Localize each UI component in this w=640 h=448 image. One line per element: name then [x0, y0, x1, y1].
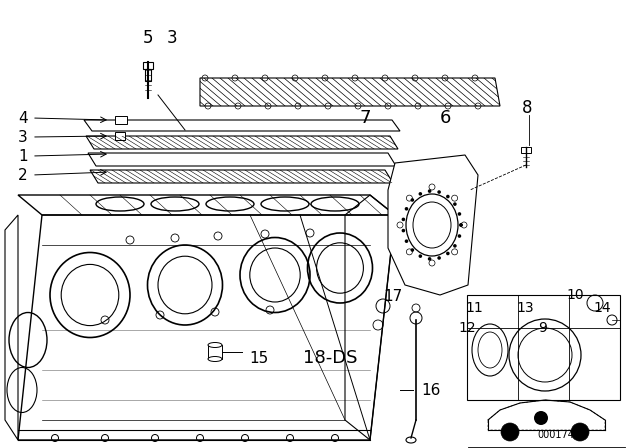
Circle shape: [460, 223, 463, 227]
Text: 17: 17: [383, 289, 403, 303]
Text: 10: 10: [566, 288, 584, 302]
Circle shape: [404, 207, 408, 211]
Bar: [208, 345, 222, 359]
Text: 7: 7: [359, 109, 371, 127]
Circle shape: [410, 198, 414, 202]
Circle shape: [401, 218, 405, 221]
Circle shape: [437, 256, 441, 260]
Circle shape: [534, 411, 548, 425]
Polygon shape: [388, 155, 478, 295]
Text: 12: 12: [458, 321, 476, 335]
Text: 1: 1: [18, 148, 28, 164]
Polygon shape: [200, 78, 500, 106]
Circle shape: [453, 202, 457, 206]
Circle shape: [458, 212, 461, 216]
Text: 4: 4: [18, 111, 28, 125]
Ellipse shape: [208, 357, 222, 362]
Text: 2: 2: [18, 168, 28, 182]
Bar: [521, 147, 531, 153]
Text: 5: 5: [143, 29, 153, 47]
Bar: [467, 295, 620, 400]
Circle shape: [437, 190, 441, 194]
Bar: [145, 69, 151, 81]
Circle shape: [453, 244, 457, 248]
Circle shape: [401, 229, 405, 233]
Text: 8: 8: [522, 99, 532, 117]
Text: 13: 13: [516, 301, 534, 315]
Circle shape: [419, 192, 422, 196]
Text: 3: 3: [18, 129, 28, 145]
Bar: [115, 132, 125, 140]
Bar: [143, 62, 153, 69]
Circle shape: [446, 252, 450, 255]
Circle shape: [428, 257, 431, 261]
Circle shape: [428, 190, 431, 193]
Circle shape: [571, 423, 589, 441]
Text: 18-DS: 18-DS: [303, 349, 357, 367]
Text: 16: 16: [421, 383, 440, 397]
Circle shape: [446, 195, 450, 198]
Text: 9: 9: [539, 321, 547, 335]
Text: 3: 3: [166, 29, 177, 47]
Text: 15: 15: [249, 350, 268, 366]
Circle shape: [410, 248, 414, 252]
Bar: [115, 116, 127, 124]
Circle shape: [501, 423, 519, 441]
Text: 6: 6: [439, 109, 451, 127]
Circle shape: [404, 239, 408, 243]
Text: 11: 11: [465, 301, 483, 315]
Circle shape: [419, 254, 422, 258]
Ellipse shape: [472, 324, 508, 376]
Circle shape: [509, 319, 581, 391]
Text: 00017481: 00017481: [538, 430, 587, 440]
Text: 14: 14: [593, 301, 611, 315]
Ellipse shape: [208, 343, 222, 348]
Ellipse shape: [406, 194, 458, 256]
Circle shape: [460, 223, 463, 227]
Circle shape: [458, 234, 461, 238]
